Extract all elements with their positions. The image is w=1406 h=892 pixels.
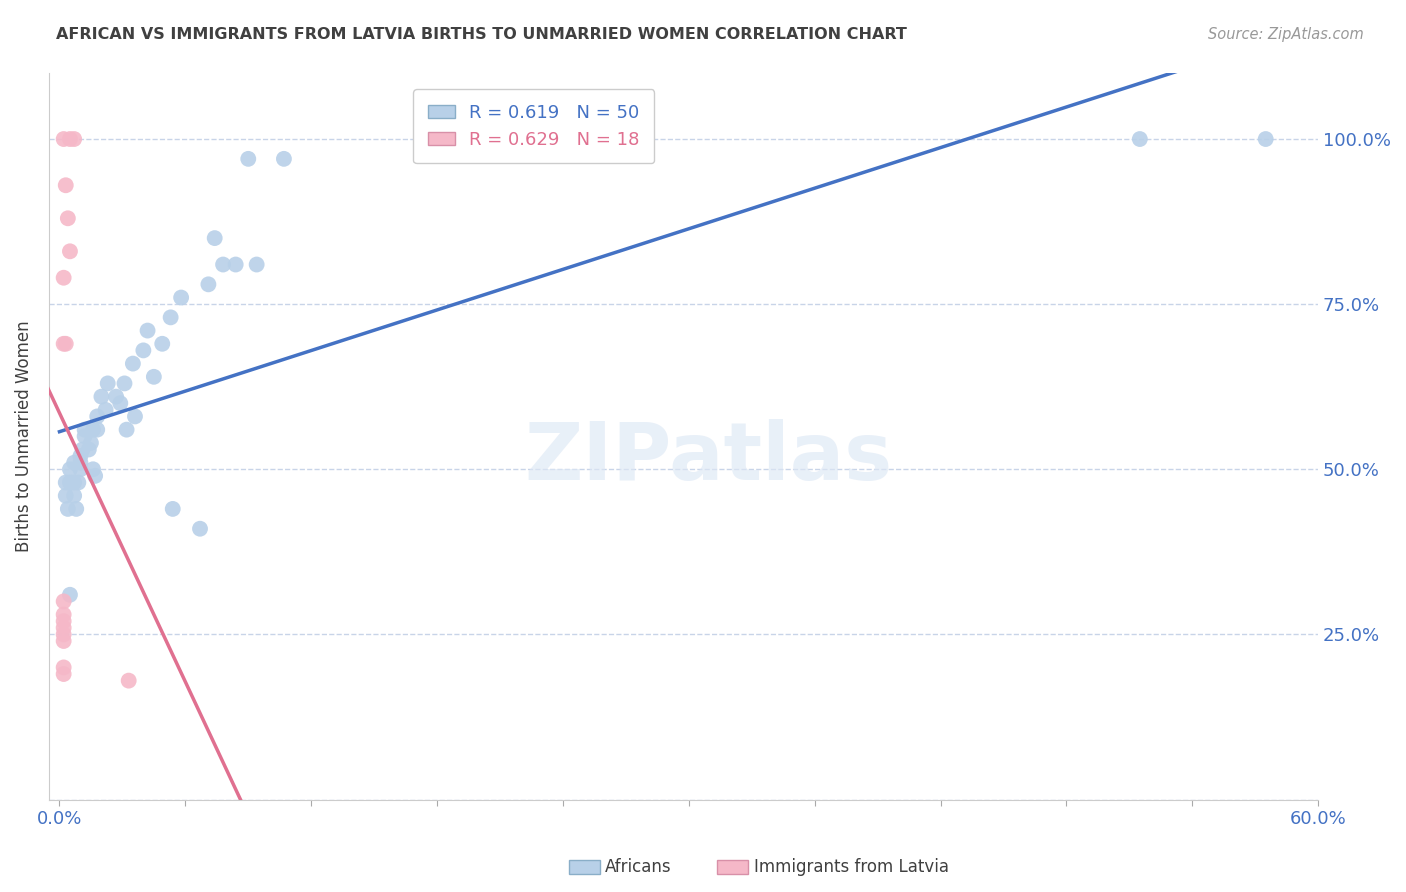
Point: [52, 627, 75, 641]
Point: [63, 132, 86, 146]
Point: [55, 489, 77, 503]
Point: [77, 442, 100, 457]
Point: [52, 336, 75, 351]
Point: [63, 475, 86, 490]
Point: [55, 178, 77, 193]
Point: [212, 258, 235, 272]
Point: [114, 376, 136, 391]
Legend: R = 0.619   N = 50, R = 0.629   N = 18: R = 0.619 N = 50, R = 0.629 N = 18: [413, 89, 654, 163]
Y-axis label: Births to Unmarried Women: Births to Unmarried Women: [15, 320, 32, 552]
Point: [67, 475, 90, 490]
Point: [110, 396, 132, 410]
Point: [56, 502, 79, 516]
Point: [52, 621, 75, 635]
Point: [246, 258, 269, 272]
Point: [52, 667, 75, 681]
Text: ZIPatlas: ZIPatlas: [524, 419, 893, 497]
Point: [142, 369, 165, 384]
Point: [65, 502, 87, 516]
Point: [122, 357, 145, 371]
Point: [90, 390, 112, 404]
Point: [188, 522, 211, 536]
Point: [63, 456, 86, 470]
Point: [105, 390, 128, 404]
Text: Africans: Africans: [605, 858, 671, 876]
Point: [1254, 132, 1277, 146]
Point: [273, 152, 295, 166]
Point: [225, 258, 247, 272]
Point: [162, 502, 184, 516]
Point: [63, 489, 86, 503]
Point: [97, 376, 120, 391]
Point: [238, 152, 260, 166]
Point: [59, 244, 82, 259]
Text: AFRICAN VS IMMIGRANTS FROM LATVIA BIRTHS TO UNMARRIED WOMEN CORRELATION CHART: AFRICAN VS IMMIGRANTS FROM LATVIA BIRTHS…: [56, 27, 907, 42]
Point: [82, 462, 104, 476]
Point: [124, 409, 146, 424]
Point: [115, 423, 138, 437]
Point: [69, 462, 91, 476]
Point: [170, 291, 193, 305]
Point: [73, 423, 96, 437]
Point: [86, 423, 108, 437]
Point: [132, 343, 155, 358]
Point: [59, 475, 82, 490]
Text: Immigrants from Latvia: Immigrants from Latvia: [754, 858, 949, 876]
Point: [52, 614, 75, 628]
Point: [52, 270, 75, 285]
Point: [56, 211, 79, 226]
Point: [69, 456, 91, 470]
Point: [55, 336, 77, 351]
Point: [84, 468, 107, 483]
Point: [1129, 132, 1152, 146]
Point: [86, 409, 108, 424]
Point: [52, 607, 75, 622]
Point: [69, 449, 91, 463]
Point: [59, 132, 82, 146]
Point: [52, 634, 75, 648]
Point: [52, 132, 75, 146]
Point: [94, 402, 117, 417]
Text: Source: ZipAtlas.com: Source: ZipAtlas.com: [1208, 27, 1364, 42]
Point: [118, 673, 141, 688]
Point: [82, 423, 104, 437]
Point: [204, 231, 226, 245]
Point: [80, 435, 103, 450]
Point: [55, 475, 77, 490]
Point: [72, 442, 94, 457]
Point: [52, 660, 75, 674]
Point: [59, 588, 82, 602]
Point: [59, 462, 82, 476]
Point: [150, 336, 173, 351]
Point: [159, 310, 181, 325]
Point: [73, 429, 96, 443]
Point: [197, 277, 219, 292]
Point: [52, 594, 75, 608]
Point: [136, 324, 159, 338]
